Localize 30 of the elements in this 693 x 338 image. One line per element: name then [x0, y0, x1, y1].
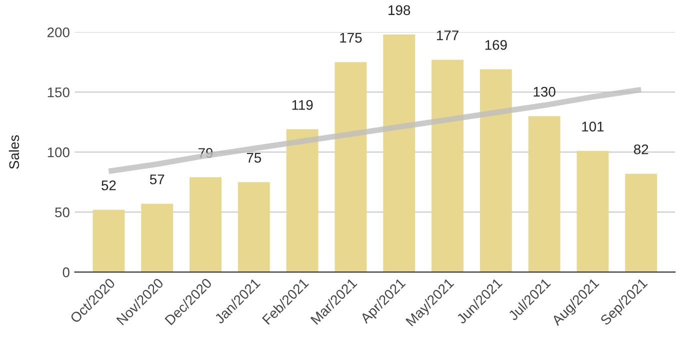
bar: [480, 69, 512, 272]
data-label: 57: [150, 174, 164, 184]
y-tick-label: 150: [48, 87, 70, 98]
bar: [576, 150, 609, 272]
y-tick-label: 0: [62, 267, 70, 278]
y-axis-title: Sales: [8, 135, 20, 169]
bar: [625, 174, 658, 272]
bar: [92, 210, 125, 272]
data-label: 82: [634, 144, 648, 154]
bar: [190, 177, 222, 272]
bar: [432, 60, 464, 272]
data-label: 52: [102, 180, 116, 190]
data-label: 119: [292, 100, 313, 110]
y-tick-label: 200: [48, 27, 70, 38]
bar: [238, 182, 270, 272]
data-label: 169: [485, 40, 507, 50]
data-label: 198: [388, 5, 410, 16]
data-label: 130: [534, 86, 556, 97]
y-tick-label: 100: [48, 147, 70, 158]
data-label: 177: [436, 30, 458, 40]
y-tick-label: 50: [55, 207, 70, 218]
data-label: 175: [340, 33, 362, 43]
data-label: 75: [246, 152, 262, 163]
bar: [528, 116, 560, 272]
bar: [286, 129, 318, 272]
data-label: 79: [198, 148, 213, 158]
bar: [334, 62, 367, 272]
bar: [383, 34, 416, 272]
data-label: 101: [582, 122, 604, 132]
bar: [141, 204, 174, 272]
